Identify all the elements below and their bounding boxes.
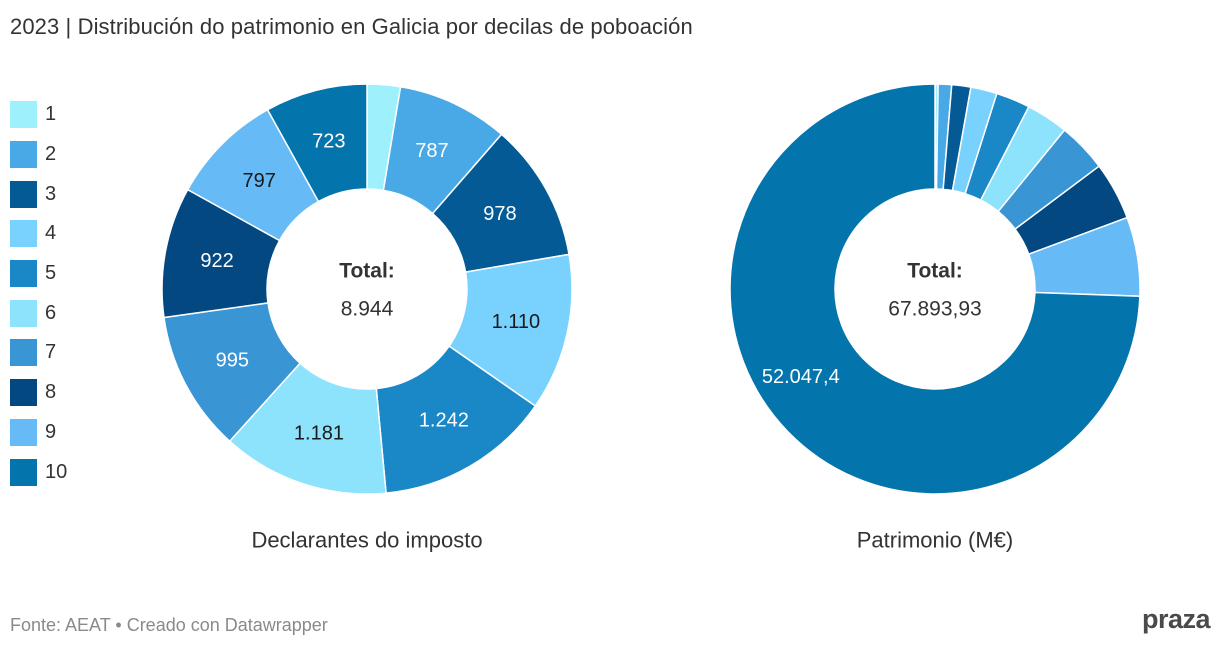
chart-legend: 1 2 3 4 5 6 7 8 9 10 — [10, 95, 67, 492]
legend-swatch — [10, 339, 37, 367]
legend-item: 1 — [10, 95, 67, 135]
center-total-label: Total: — [339, 260, 395, 283]
legend-item: 6 — [10, 293, 67, 333]
brand-logo: praza — [1141, 604, 1211, 634]
page-title: 2023 | Distribución do patrimonio en Gal… — [10, 14, 693, 39]
legend-swatch — [10, 379, 37, 407]
donut-chart-1: 787 978 1.110 1.242 1.181 995 922 797 723 Total: 8… — [161, 83, 573, 553]
legend-label: 8 — [45, 381, 57, 404]
donut-slice — [228, 362, 387, 495]
slice-label: 1.110 — [492, 311, 541, 333]
donut-slice — [266, 83, 368, 203]
legend-item: 5 — [10, 254, 67, 294]
legend-item: 3 — [10, 174, 67, 214]
slice-label: 52.047,4 — [762, 366, 840, 388]
legend-label: 10 — [45, 460, 68, 483]
slice-label: 978 — [483, 203, 516, 225]
slice-label: 922 — [200, 250, 233, 272]
center-total-value: 67.893,93 — [888, 298, 981, 321]
legend-item: 10 — [10, 452, 67, 492]
slice-label: 995 — [216, 350, 249, 372]
legend-item: 9 — [10, 413, 67, 453]
legend-swatch — [10, 260, 37, 288]
legend-swatch — [10, 101, 37, 129]
legend-swatch — [10, 418, 37, 446]
legend-label: 7 — [45, 341, 57, 364]
legend-label: 1 — [45, 103, 57, 126]
legend-label: 2 — [45, 143, 57, 166]
legend-item: 2 — [10, 135, 67, 175]
legend-swatch — [10, 141, 37, 169]
legend-label: 3 — [45, 182, 57, 205]
center-total-label: Total: — [907, 260, 963, 283]
slice-label: 1.242 — [419, 410, 469, 432]
legend-swatch — [10, 299, 37, 327]
slice-label: 1.181 — [294, 423, 344, 445]
legend-label: 9 — [45, 420, 57, 443]
legend-swatch — [10, 180, 37, 208]
slice-label: 723 — [312, 130, 345, 152]
legend-swatch — [10, 458, 37, 486]
chart-title: Patrimonio (M€) — [857, 528, 1013, 553]
slice-label: 797 — [242, 170, 275, 192]
center-total-value: 8.944 — [341, 298, 394, 321]
legend-label: 5 — [45, 262, 57, 285]
donut-charts: 787 978 1.110 1.242 1.181 995 922 797 723 Total: 8… — [161, 83, 1141, 553]
chart-title: Declarantes do imposto — [251, 528, 482, 553]
legend-swatch — [10, 220, 37, 248]
legend-item: 7 — [10, 333, 67, 373]
donut-slice — [729, 83, 1141, 495]
slice-label: 787 — [415, 140, 448, 162]
source-note: Fonte: AEAT • Creado con Datawrapper — [10, 615, 328, 635]
legend-label: 6 — [45, 301, 57, 324]
legend-item: 4 — [10, 214, 67, 254]
donut-chart-2: 52.047,4 Total: 67.893,93 Patrimonio (M€) — [729, 83, 1141, 553]
legend-item: 8 — [10, 373, 67, 413]
legend-label: 4 — [45, 222, 57, 245]
